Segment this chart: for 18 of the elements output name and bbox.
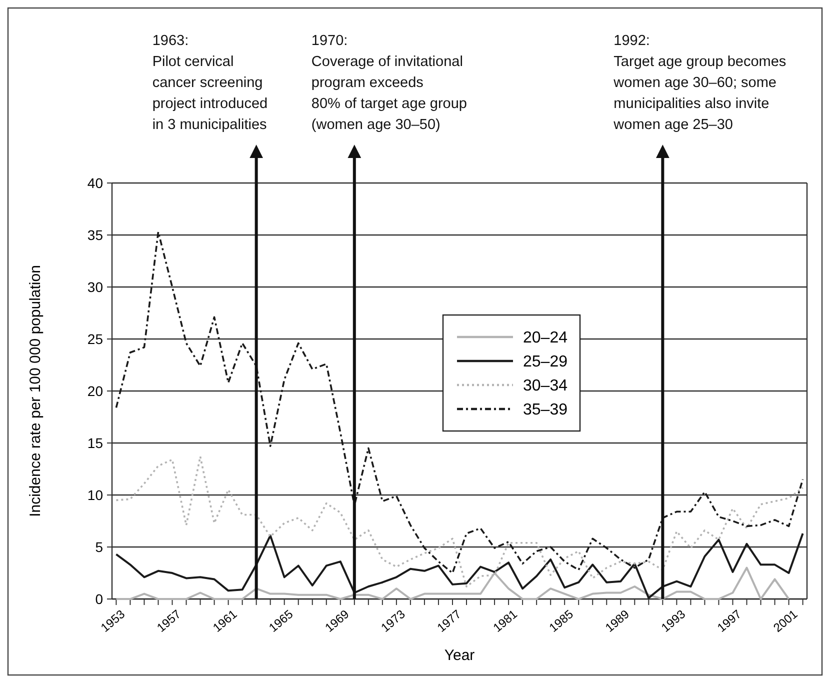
legend-label: 20–24 [523,330,568,347]
legend-label: 35–39 [523,402,568,419]
y-tick-label: 0 [95,590,104,607]
legend-label: 30–34 [523,378,568,395]
y-tick-label: 35 [87,226,104,243]
text: 1963: Pilot cervical cancer screening project introduced in 3 municipalities [152,33,268,133]
x-axis-title: Year [444,647,475,664]
y-tick-label: 5 [95,538,104,555]
y-tick-label: 10 [87,486,104,503]
y-axis-title: Incidence rate per 100 000 population [27,265,44,517]
text: 1992: Target age group becomes women age 30–60; some municipalities also invite women age 25–30 [612,33,786,133]
y-tick-label: 40 [87,174,104,191]
text: 1970: Coverage of invitational program exceeds 80% of target age group (women age 30–50) [311,33,468,133]
y-tick-label: 25 [87,330,104,347]
y-tick-label: 20 [87,382,104,399]
legend-label: 25–29 [523,354,568,371]
y-tick-label: 15 [87,434,104,451]
y-tick-label: 30 [87,278,104,295]
